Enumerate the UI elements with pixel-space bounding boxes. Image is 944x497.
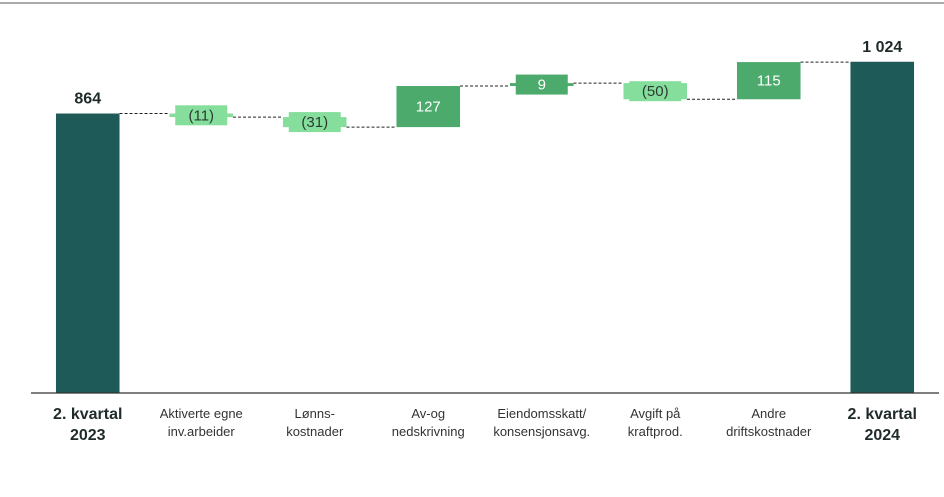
bar (509, 83, 574, 87)
x-tick-label-line: 2. kvartal (53, 406, 122, 423)
x-tick-label-line: Lønns- (295, 406, 335, 421)
value-label: 115 (757, 73, 781, 90)
x-tick-label-line: kostnader (286, 424, 344, 439)
value-label: 9 (538, 77, 546, 94)
x-tick-label-line: 2. kvartal (848, 406, 917, 423)
x-tick-label-line: konsensjonsavg. (493, 424, 590, 439)
value-label: 864 (74, 91, 101, 108)
value-label: (31) (301, 114, 328, 131)
x-tick-label: Aktiverte egne inv.arbeider (160, 406, 243, 439)
x-tick-label-line: driftskostnader (726, 424, 812, 439)
x-tick-label: Av-og nedskrivning (392, 406, 465, 439)
bar (850, 61, 915, 393)
x-tick-label: 2. kvartal 2024 (848, 406, 917, 444)
value-label: 1 024 (862, 39, 902, 56)
x-tick-label-line: Eiendomsskatt/ (497, 406, 586, 421)
x-tick-label-line: Avgift på (630, 406, 681, 421)
x-tick-label: Lønns-kostnader (286, 406, 344, 439)
x-tick-label-line: 2024 (864, 427, 900, 444)
value-label: (50) (642, 83, 669, 100)
bar (396, 86, 461, 128)
bar (736, 62, 801, 100)
x-tick-label-line: 2023 (70, 427, 106, 444)
x-tick-label: Avgift på kraftprod. (628, 406, 683, 439)
bar (282, 117, 347, 128)
x-tick-label-line: nedskrivning (392, 424, 465, 439)
x-tick-label-line: Aktiverte egne (160, 406, 243, 421)
x-tick-label-line: Av-og (411, 406, 445, 421)
bar (169, 113, 234, 118)
bar (623, 83, 688, 100)
x-tick-label-line: Andre (751, 406, 786, 421)
x-tick-label: Eiendomsskatt/konsensjonsavg. (493, 406, 590, 439)
x-tick-label: 2. kvartal 2023 (53, 406, 122, 444)
x-tick-label-line: kraftprod. (628, 424, 683, 439)
x-tick-label-line: inv.arbeider (168, 424, 236, 439)
x-tick-label: Andre driftskostnader (726, 406, 812, 439)
value-label: 127 (416, 99, 441, 116)
bar (55, 113, 120, 394)
value-label: (11) (188, 107, 214, 124)
